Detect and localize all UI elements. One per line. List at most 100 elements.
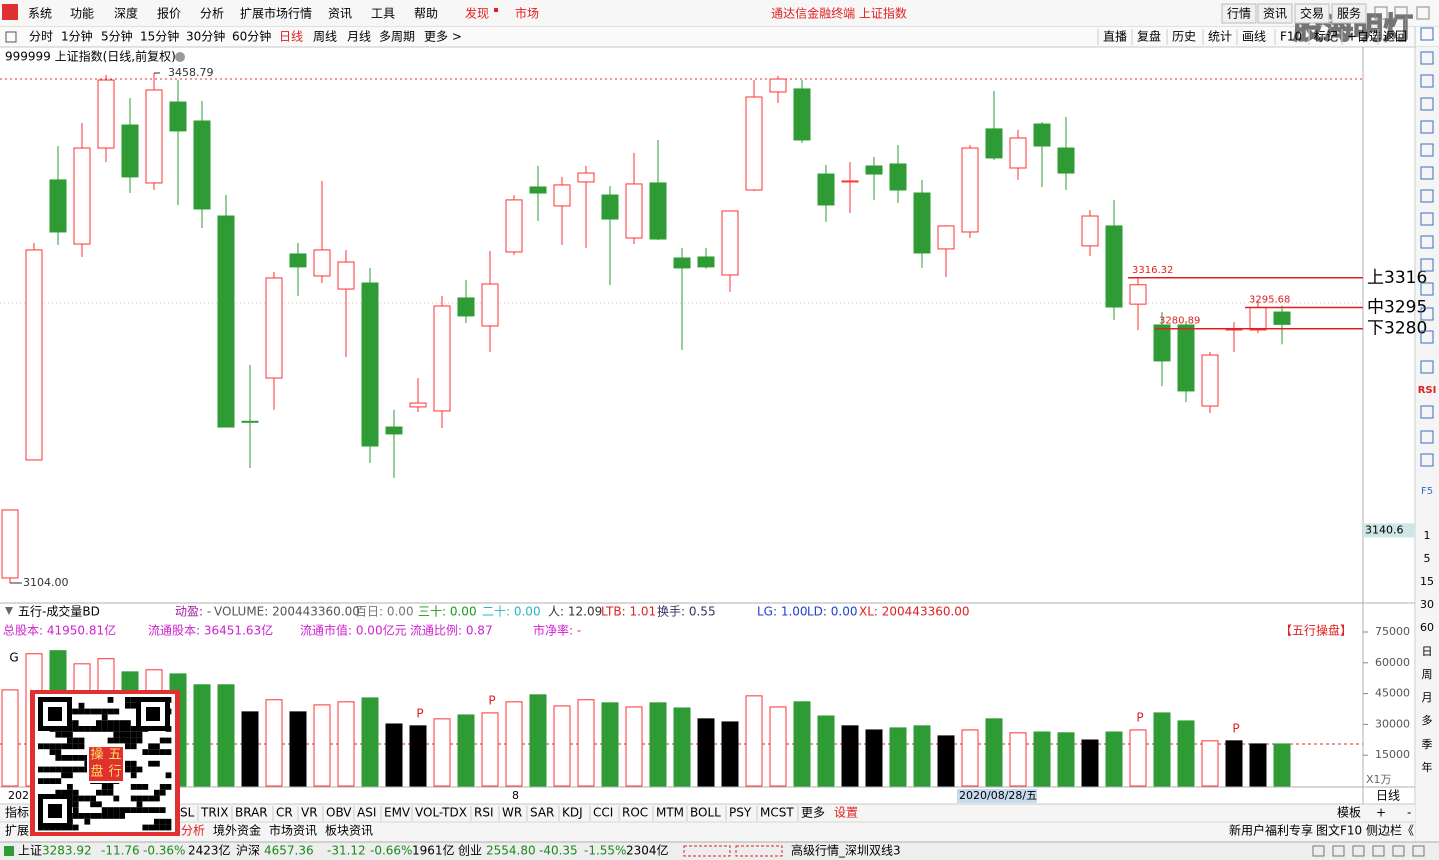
- period-tab[interactable]: 60分钟: [232, 29, 271, 44]
- period-tab[interactable]: 分时: [29, 30, 53, 44]
- tool-button[interactable]: 画线: [1242, 30, 1266, 44]
- template-button[interactable]: -: [1407, 806, 1411, 820]
- extension-link[interactable]: 侧边栏《: [1366, 823, 1414, 838]
- tool-button[interactable]: 直播: [1103, 30, 1127, 44]
- sidebar-icon[interactable]: [1420, 282, 1434, 296]
- menu-item[interactable]: 工具: [371, 7, 395, 21]
- menu-item[interactable]: 系统: [28, 7, 52, 21]
- sidebar-icon[interactable]: [1420, 430, 1434, 444]
- extension-tab[interactable]: 板块资讯: [325, 824, 373, 838]
- collapse-icon[interactable]: [5, 607, 13, 615]
- indicator-tab[interactable]: MTM: [656, 806, 684, 820]
- sidebar-icon[interactable]: [1420, 453, 1434, 467]
- indicator-tab[interactable]: ASI: [357, 806, 376, 820]
- period-tab[interactable]: 15分钟: [140, 29, 179, 44]
- template-button[interactable]: +: [1376, 806, 1386, 820]
- sidebar-icon[interactable]: [1420, 235, 1434, 249]
- sidebar-icon[interactable]: [1420, 51, 1434, 65]
- sidebar-icon[interactable]: [1420, 330, 1434, 344]
- indicator-tab[interactable]: CR: [276, 806, 293, 820]
- extension-tab[interactable]: 境外资金: [213, 823, 261, 838]
- settings-tab[interactable]: 设置: [834, 806, 858, 820]
- sidebar-button[interactable]: RSI: [1418, 385, 1437, 396]
- period-tab[interactable]: 30分钟: [186, 29, 225, 44]
- indicator-tab[interactable]: VR: [301, 806, 318, 820]
- tray-icon[interactable]: [1372, 845, 1385, 857]
- extension-tab[interactable]: 分析: [181, 824, 205, 838]
- sidebar-button[interactable]: 30: [1420, 598, 1434, 611]
- indicator-tab[interactable]: TRIX: [200, 806, 228, 820]
- window-control[interactable]: [1394, 6, 1408, 20]
- menu-item[interactable]: 深度: [114, 6, 138, 21]
- indicator-tab[interactable]: OBV: [326, 806, 352, 820]
- menu-item[interactable]: 报价: [157, 6, 181, 21]
- sidebar-icon[interactable]: [1420, 258, 1434, 272]
- template-button[interactable]: 模板: [1337, 806, 1361, 820]
- indicator-tab[interactable]: WR: [502, 806, 522, 820]
- period-tab[interactable]: 1分钟: [61, 29, 93, 44]
- indicator-tab[interactable]: BOLL: [690, 806, 721, 820]
- indicator-tab[interactable]: SAR: [530, 806, 554, 820]
- market-menu[interactable]: 市场: [515, 6, 539, 21]
- menu-button-label[interactable]: 行情: [1227, 7, 1251, 21]
- sidebar-icon[interactable]: [1420, 166, 1434, 180]
- indicator-tab[interactable]: PSY: [729, 806, 752, 820]
- extension-link[interactable]: 图文F10: [1316, 823, 1362, 838]
- sidebar-button[interactable]: 日: [1422, 645, 1433, 658]
- sidebar-icon[interactable]: [1420, 360, 1434, 374]
- sidebar-button[interactable]: 1: [1424, 529, 1431, 542]
- indicator-tab[interactable]: 更多: [801, 806, 825, 820]
- tool-button[interactable]: +自选: [1347, 30, 1381, 44]
- sidebar-icon[interactable]: [1420, 405, 1434, 419]
- sidebar-icon[interactable]: [1420, 27, 1434, 41]
- sidebar-button[interactable]: 15: [1420, 575, 1434, 588]
- tool-button[interactable]: 复盘: [1137, 29, 1161, 44]
- sidebar-button[interactable]: 季: [1422, 738, 1433, 751]
- sidebar-button[interactable]: 年: [1422, 760, 1433, 774]
- period-tab[interactable]: 日线: [279, 30, 303, 44]
- sidebar-icon[interactable]: [1420, 74, 1434, 88]
- sidebar-icon[interactable]: [1420, 189, 1434, 203]
- menu-button-label[interactable]: 服务: [1337, 6, 1361, 21]
- indicator-tab[interactable]: SL: [180, 806, 195, 820]
- indicator-tab[interactable]: RSI: [474, 806, 494, 820]
- sidebar-button[interactable]: F5: [1421, 486, 1433, 497]
- indicator-tab[interactable]: KDJ: [562, 806, 583, 820]
- indicator-tab[interactable]: EMV: [384, 806, 411, 820]
- sidebar-icon[interactable]: [1420, 212, 1434, 226]
- indicator-tab[interactable]: ROC: [622, 806, 648, 820]
- tray-icon[interactable]: [1392, 845, 1405, 857]
- period-tab[interactable]: 更多 >: [424, 30, 462, 44]
- sidebar-button[interactable]: 多: [1422, 713, 1433, 727]
- menu-button-label[interactable]: 交易: [1300, 6, 1324, 21]
- sidebar-button[interactable]: 5: [1424, 552, 1431, 565]
- indicator-tab[interactable]: BRAR: [235, 806, 268, 820]
- period-tab[interactable]: 5分钟: [101, 29, 133, 44]
- menu-button[interactable]: [1331, 3, 1367, 24]
- menu-button[interactable]: [1294, 3, 1330, 24]
- extension-link[interactable]: 新用户福利专享: [1229, 823, 1313, 838]
- tray-icon[interactable]: [1332, 845, 1345, 857]
- window-control[interactable]: [1416, 6, 1430, 20]
- sidebar-button[interactable]: 60: [1420, 621, 1434, 634]
- menu-button-label[interactable]: 资讯: [1263, 7, 1287, 21]
- toggle-icon[interactable]: [5, 31, 17, 43]
- discover-menu[interactable]: 发现: [465, 6, 489, 21]
- sidebar-icon[interactable]: [1420, 120, 1434, 134]
- extension-tab-label[interactable]: 扩展: [5, 824, 29, 838]
- period-tab[interactable]: 多周期: [379, 30, 415, 44]
- period-tab[interactable]: 周线: [313, 30, 337, 44]
- tray-icon[interactable]: [1352, 845, 1365, 857]
- menu-item[interactable]: 扩展市场行情: [240, 6, 312, 21]
- tool-button[interactable]: F10: [1280, 30, 1302, 44]
- menu-item[interactable]: 功能: [70, 7, 94, 21]
- sidebar-icon[interactable]: [1420, 307, 1434, 321]
- period-tab[interactable]: 月线: [347, 30, 371, 44]
- window-control[interactable]: [1374, 6, 1388, 20]
- menu-item[interactable]: 资讯: [328, 7, 352, 21]
- tray-icon[interactable]: [1312, 845, 1325, 857]
- sidebar-icon[interactable]: [1420, 143, 1434, 157]
- menu-item[interactable]: 帮助: [414, 7, 438, 21]
- tool-button[interactable]: 返回: [1383, 30, 1407, 44]
- extension-tab[interactable]: 市场资讯: [269, 823, 317, 838]
